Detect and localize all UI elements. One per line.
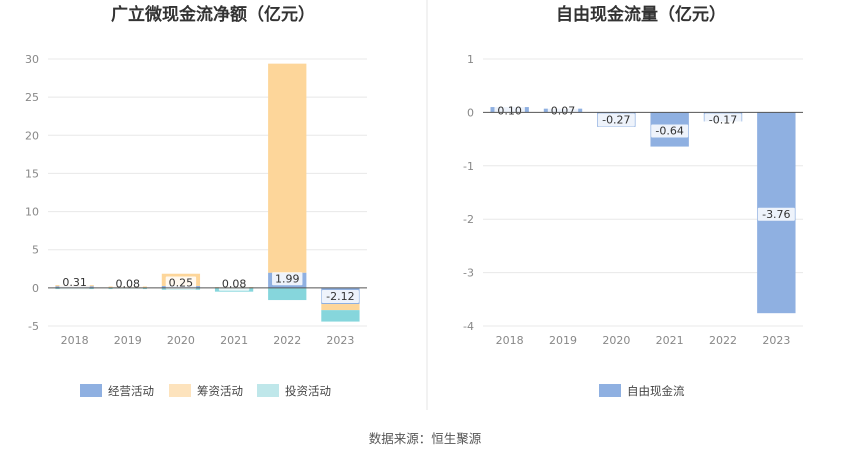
data-label-2022: -0.17 <box>709 113 737 126</box>
x-tick-label: 2018 <box>496 334 524 347</box>
data-label-bg <box>757 207 795 221</box>
data-label-2018: 0.10 <box>497 104 522 117</box>
data-label-2018: 0.31 <box>62 276 87 289</box>
data-label-2021: -0.64 <box>655 124 683 137</box>
y-tick-label: 20 <box>25 129 39 142</box>
y-tick-label: -2 <box>463 213 474 226</box>
left-chart-axis: -5 0 5 10 15 20 25 30 2018 2019 2020 2021 2022 2023 <box>25 53 367 347</box>
x-tick-label: 2019 <box>114 334 142 347</box>
x-tick-label: 2021 <box>220 334 248 347</box>
y-tick-label: -5 <box>28 320 39 333</box>
y-tick-label: 5 <box>32 244 39 257</box>
x-tick-label: 2022 <box>709 334 737 347</box>
right-chart-title: 自由现金流量（亿元） <box>556 4 726 25</box>
right-chart-data-labels: 0.10 0.07 -0.27 -0.64 -0.17 -3.76 <box>494 104 795 221</box>
legend-swatch-fcf[interactable] <box>599 384 621 397</box>
bar-investing-2022[interactable] <box>268 287 307 301</box>
right-legend: 自由现金流 <box>599 384 685 398</box>
data-label-bg <box>494 104 525 118</box>
right-chart-grid <box>483 58 803 327</box>
legend-label-financing: 筹资活动 <box>197 384 243 398</box>
data-label-2023: -3.76 <box>762 208 790 221</box>
data-label-bg <box>597 113 635 127</box>
x-tick-label: 2023 <box>762 334 790 347</box>
x-tick-label: 2021 <box>656 334 684 347</box>
right-chart-axis: -4 -3 -2 -1 0 1 2018 2019 2020 2021 2022 2023 <box>463 53 803 347</box>
left-chart-title: 广立微现金流净额（亿元） <box>111 4 315 25</box>
bar-financing-2022[interactable] <box>268 63 307 273</box>
data-label-2023: -2.12 <box>326 290 354 303</box>
legend-label-operating: 经营活动 <box>108 384 154 398</box>
data-label-bg <box>651 124 689 138</box>
bar-investing-2023[interactable] <box>321 310 360 322</box>
y-tick-label: 10 <box>25 206 39 219</box>
legend-label-fcf: 自由现金流 <box>627 384 685 398</box>
left-chart-bars <box>55 63 360 322</box>
data-label-2020: -0.27 <box>602 113 630 126</box>
right-chart-bars <box>490 107 796 314</box>
y-tick-label: -3 <box>463 267 474 280</box>
x-tick-label: 2020 <box>167 334 195 347</box>
x-tick-label: 2022 <box>273 334 301 347</box>
y-tick-label: 1 <box>467 53 474 66</box>
legend-swatch-financing[interactable] <box>169 384 191 397</box>
bar-financing-2023[interactable] <box>321 304 360 311</box>
y-tick-label: 30 <box>25 53 39 66</box>
data-label-2020: 0.25 <box>169 276 194 289</box>
legend-swatch-operating[interactable] <box>80 384 102 397</box>
data-source-note: 数据来源：恒生聚源 <box>369 431 482 446</box>
y-tick-label: 0 <box>32 282 39 295</box>
x-tick-label: 2019 <box>549 334 577 347</box>
data-label-bg <box>321 289 359 303</box>
left-legend: 经营活动 筹资活动 投资活动 <box>80 384 331 398</box>
x-tick-label: 2020 <box>602 334 630 347</box>
y-tick-label: -4 <box>463 320 474 333</box>
data-label-bg <box>165 276 197 290</box>
y-tick-label: 0 <box>467 106 474 119</box>
data-label-bg <box>704 113 742 127</box>
legend-label-investing: 投资活动 <box>285 384 331 398</box>
y-tick-label: -1 <box>463 160 474 173</box>
data-label-2022: 1.99 <box>275 272 300 285</box>
y-tick-label: 15 <box>25 167 39 180</box>
data-label-bg <box>547 104 579 118</box>
legend-swatch-investing[interactable] <box>257 384 279 397</box>
data-label-2019: 0.08 <box>116 278 141 291</box>
x-tick-label: 2023 <box>326 334 354 347</box>
x-tick-label: 2018 <box>61 334 89 347</box>
left-chart-grid <box>48 58 367 327</box>
data-label-bg <box>59 275 90 289</box>
data-label-2021: 0.08 <box>222 278 247 291</box>
y-tick-label: 25 <box>25 91 39 104</box>
data-label-2019: 0.07 <box>551 104 576 117</box>
data-label-bg <box>272 272 303 286</box>
